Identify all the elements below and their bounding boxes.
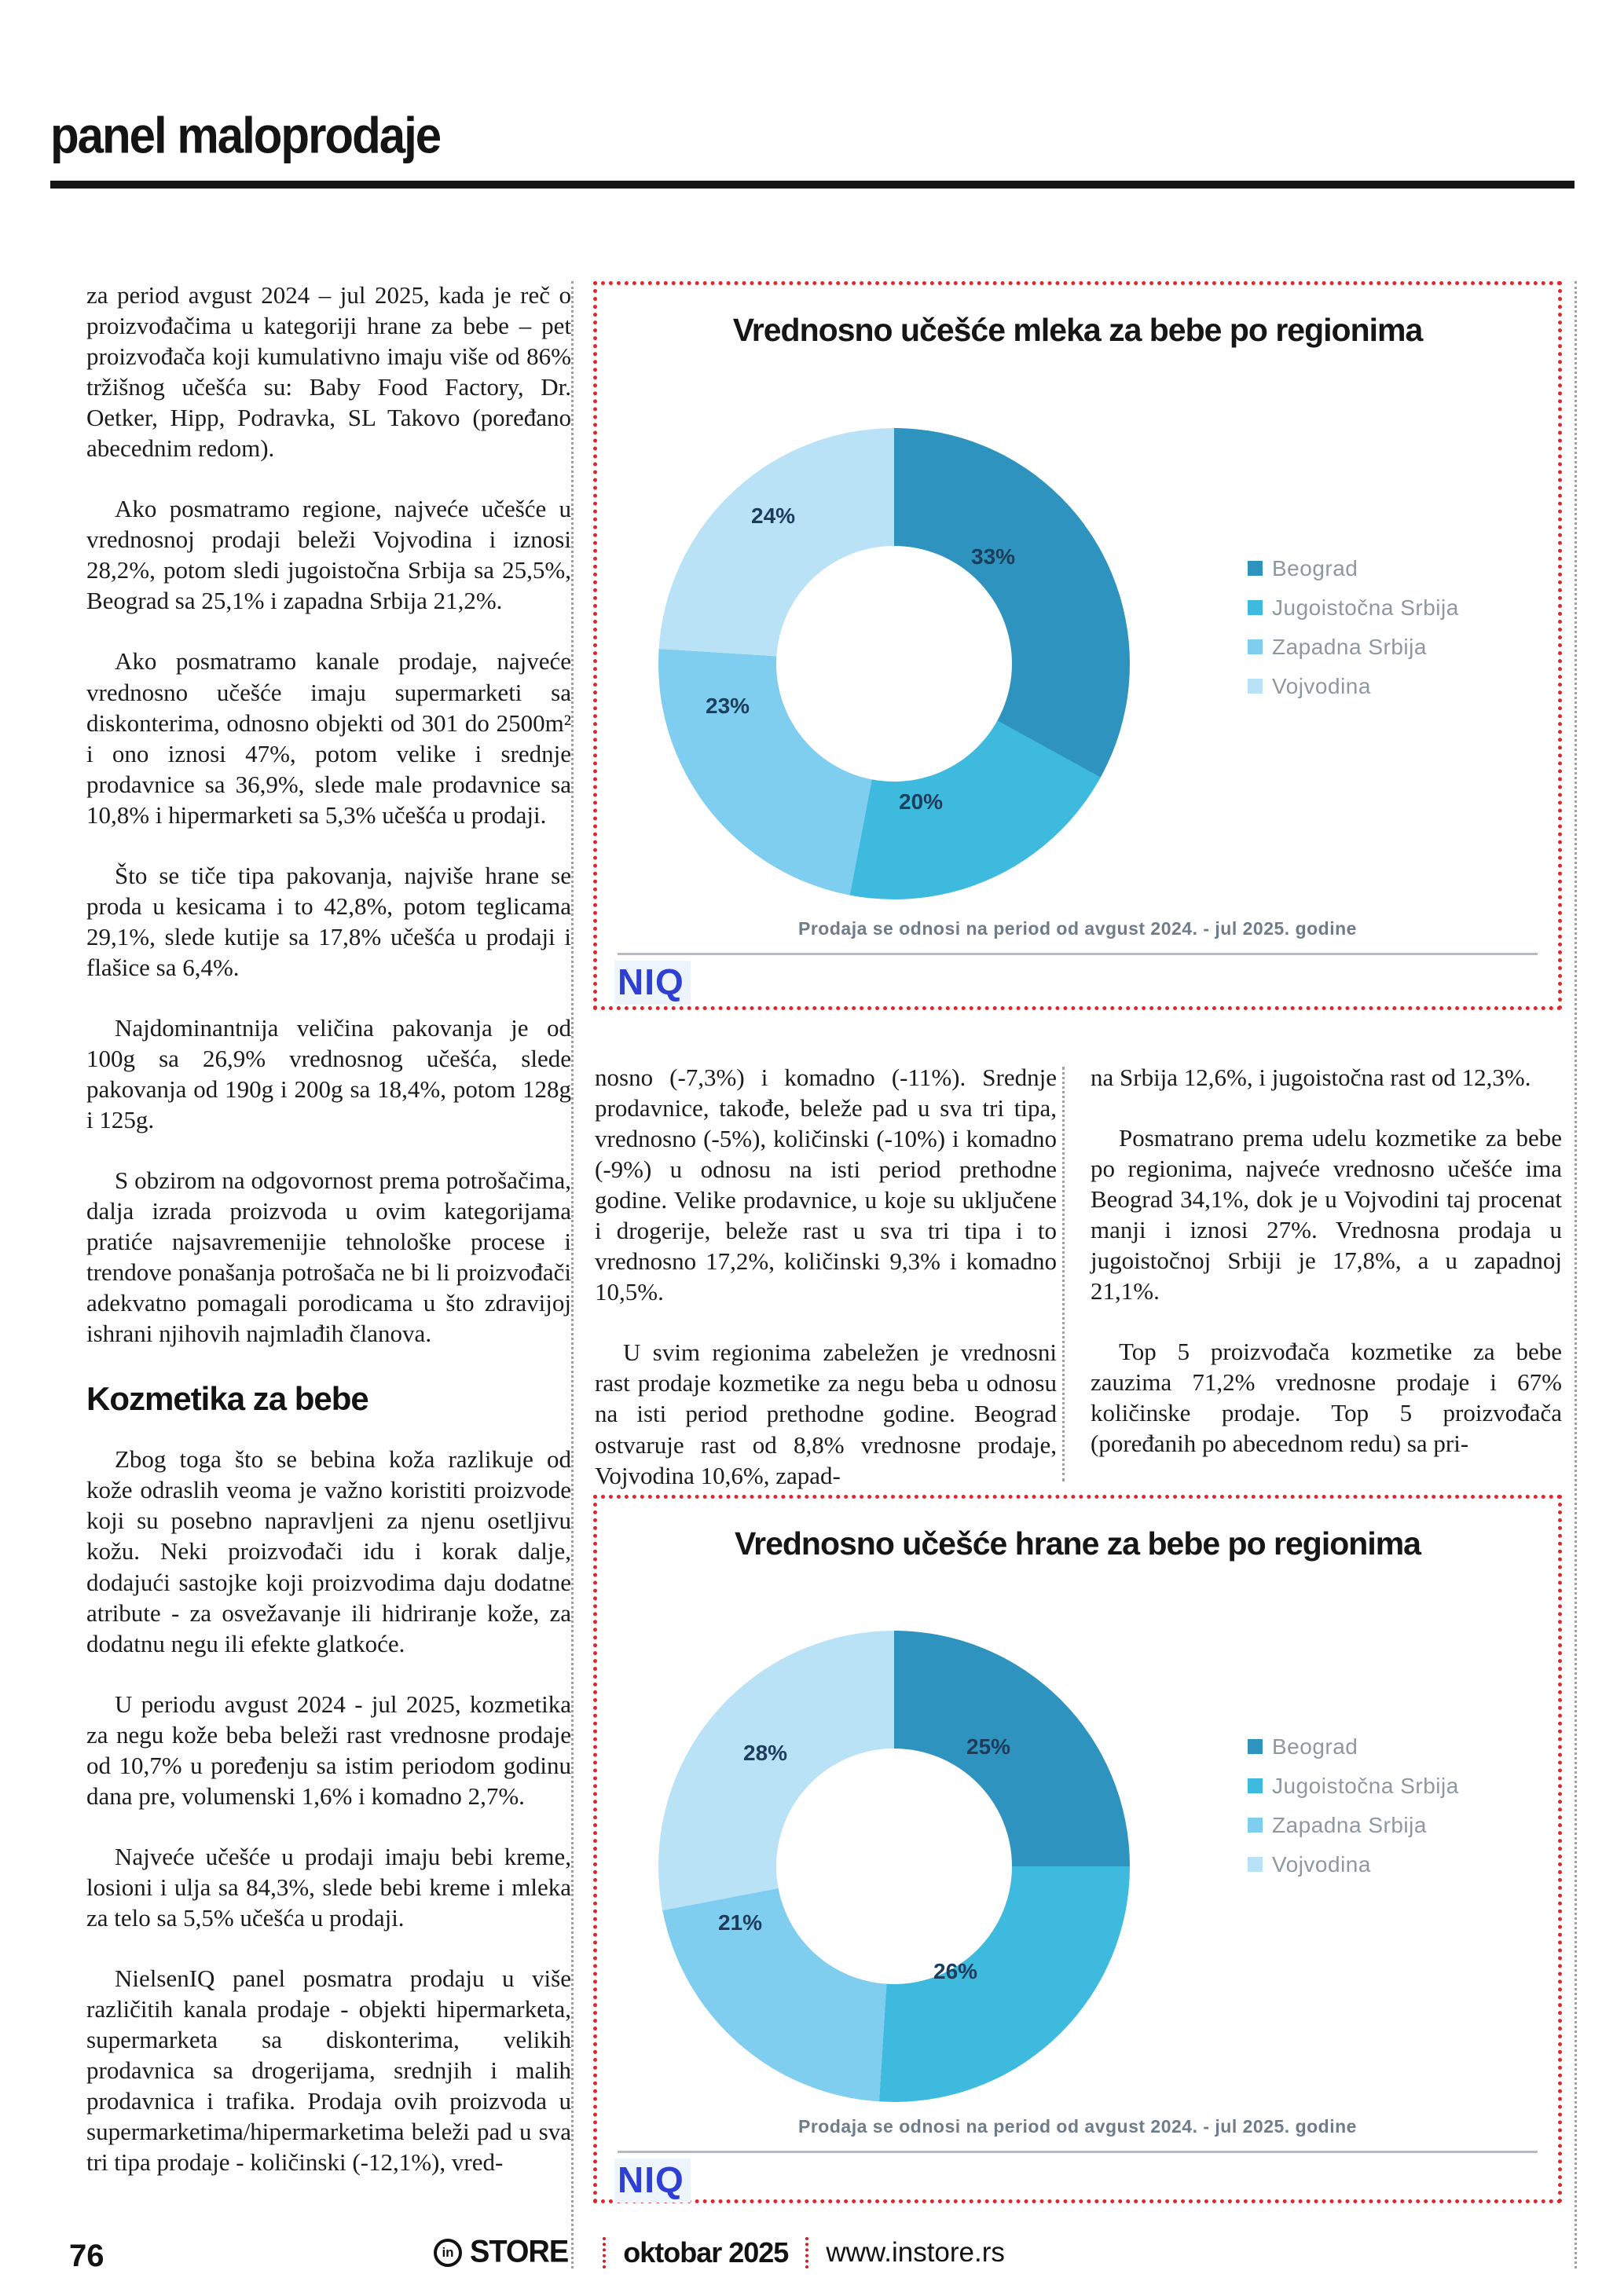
- paragraph: za period avgust 2024 – jul 2025, kada j…: [86, 281, 571, 463]
- instore-logo-icon: in: [434, 2238, 462, 2267]
- legend-swatch-jugoistocna: [1248, 1778, 1263, 1793]
- legend-swatch-vojvodina: [1248, 679, 1263, 694]
- legend-item-vojvodina: Vojvodina: [1248, 674, 1459, 699]
- legend-swatch-zapadna: [1248, 639, 1263, 654]
- paragraph: Što se tiče tipa pakovanja, najviše hran…: [86, 861, 571, 981]
- chart-divider: [618, 2151, 1538, 2153]
- issue-date: oktobar 2025: [623, 2236, 789, 2269]
- paragraph: Ako posmatramo kanale prodaje, najveće v…: [86, 647, 571, 829]
- paragraph: Najveće učešće u prodaji imaju bebi krem…: [86, 1842, 571, 1932]
- legend-swatch-vojvodina: [1248, 1857, 1263, 1872]
- niq-logo: NIQ: [614, 2159, 691, 2203]
- slice-value-jugoistocna: 26%: [933, 1959, 978, 1983]
- paragraph: U periodu avgust 2024 - jul 2025, kozmet…: [86, 1690, 571, 1810]
- text-column-right: na Srbija 12,6%, i jugoistočna rast od 1…: [1091, 1062, 1562, 1489]
- column-separator: [1575, 281, 1577, 2269]
- paragraph: NielsenIQ panel posmatra prodaju u više …: [86, 1964, 571, 2177]
- slice-value-jugoistocna: 20%: [899, 789, 944, 814]
- page-number: 76: [69, 2239, 104, 2273]
- chart-divider: [618, 953, 1538, 955]
- legend-label: Vojvodina: [1272, 674, 1371, 698]
- text-column-left: za period avgust 2024 – jul 2025, kada j…: [86, 280, 571, 2207]
- paragraph: Ako posmatramo regione, najveće učešće u…: [86, 495, 571, 615]
- legend-label: Beograd: [1272, 556, 1358, 580]
- legend-item-vojvodina: Vojvodina: [1248, 1852, 1459, 1877]
- chart-title: Vrednosno učešće mleka za bebe po region…: [732, 312, 1424, 348]
- chart-box-milk: Vrednosno učešće mleka za bebe po region…: [593, 281, 1562, 1010]
- legend-swatch-jugoistocna: [1248, 600, 1263, 615]
- legend-item-zapadna-srbija: Zapadna Srbija: [1248, 635, 1459, 660]
- legend-item-jugoistocna-srbija: Jugoistočna Srbija: [1248, 595, 1459, 621]
- legend-item-beograd: Beograd: [1248, 1734, 1459, 1760]
- footer-brand-block: in STORE oktobar 2025 www.instore.rs: [434, 2234, 1005, 2270]
- paragraph: nosno (-7,3%) i komadno (-11%). Srednje …: [595, 1064, 1057, 1306]
- footer-separator: [805, 2236, 809, 2269]
- legend-label: Vojvodina: [1272, 1852, 1371, 1877]
- donut-chart-food: 25% 26% 21% 28%: [658, 1631, 1130, 2102]
- chart-caption: Prodaja se odnosi na period od avgust 20…: [798, 2116, 1357, 2137]
- legend-item-jugoistocna-srbija: Jugoistočna Srbija: [1248, 1774, 1459, 1799]
- slice-value-zapadna: 21%: [718, 1910, 763, 1935]
- chart-box-food: Vrednosno učešće hrane za bebe po region…: [593, 1495, 1562, 2203]
- legend-label: Zapadna Srbija: [1272, 1813, 1427, 1837]
- legend-swatch-zapadna: [1248, 1818, 1263, 1833]
- chart-legend: Beograd Jugoistočna Srbija Zapadna Srbij…: [1248, 556, 1459, 713]
- paragraph: U svim regionima zabeležen je vrednosni …: [595, 1338, 1057, 1489]
- slice-value-zapadna: 23%: [706, 694, 750, 718]
- legend-swatch-beograd: [1248, 561, 1263, 576]
- header-rule: [50, 181, 1575, 189]
- paragraph: Top 5 proizvođača kozmetike za bebe zauz…: [1091, 1338, 1562, 1458]
- footer-separator: [603, 2236, 607, 2269]
- section-subheading: Kozmetika za bebe: [86, 1380, 369, 1418]
- website-url: www.instore.rs: [826, 2236, 1005, 2268]
- slice-value-beograd: 25%: [966, 1734, 1011, 1759]
- paragraph: Zbog toga što se bebina koža razlikuje o…: [86, 1445, 571, 1657]
- legend-item-zapadna-srbija: Zapadna Srbija: [1248, 1813, 1459, 1838]
- legend-label: Zapadna Srbija: [1272, 635, 1427, 659]
- page-title: panel maloprodaje: [50, 107, 442, 164]
- slice-value-beograd: 33%: [971, 544, 1016, 569]
- column-separator: [1062, 1067, 1065, 1481]
- slice-value-vojvodina: 28%: [743, 1741, 788, 1765]
- legend-label: Jugoistočna Srbija: [1272, 595, 1459, 620]
- column-separator: [571, 281, 574, 2269]
- paragraph: Posmatrano prema udelu kozmetike za bebe…: [1091, 1124, 1562, 1305]
- donut-chart-milk: 33% 20% 23% 24%: [658, 428, 1130, 899]
- legend-swatch-beograd: [1248, 1739, 1263, 1754]
- legend-label: Jugoistočna Srbija: [1272, 1774, 1459, 1798]
- paragraph: Najdominantnija veličina pakovanja je od…: [86, 1013, 571, 1134]
- slice-value-vojvodina: 24%: [751, 504, 796, 528]
- paragraph: S obzirom na odgovornost prema potrošači…: [86, 1166, 571, 1348]
- page-footer: 76 in STORE oktobar 2025 www.instore.rs: [0, 2234, 1624, 2283]
- niq-logo: NIQ: [614, 961, 691, 1005]
- chart-title: Vrednosno učešće hrane za bebe po region…: [735, 1525, 1421, 1562]
- paragraph: na Srbija 12,6%, i jugoistočna rast od 1…: [1091, 1064, 1531, 1091]
- chart-caption: Prodaja se odnosi na period od avgust 20…: [798, 918, 1357, 939]
- brand-name: STORE: [470, 2234, 569, 2270]
- chart-legend: Beograd Jugoistočna Srbija Zapadna Srbij…: [1248, 1734, 1459, 1891]
- legend-item-beograd: Beograd: [1248, 556, 1459, 581]
- text-column-middle: nosno (-7,3%) i komadno (-11%). Srednje …: [595, 1062, 1057, 1521]
- legend-label: Beograd: [1272, 1734, 1358, 1759]
